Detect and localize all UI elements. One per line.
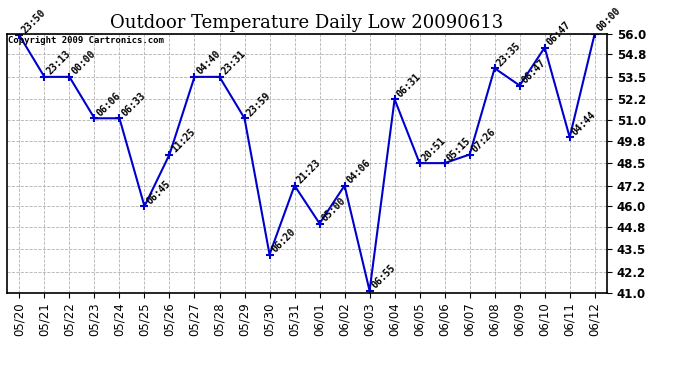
Text: 21:23: 21:23 (295, 158, 322, 186)
Text: 00:00: 00:00 (70, 49, 97, 77)
Text: Copyright 2009 Cartronics.com: Copyright 2009 Cartronics.com (8, 36, 164, 45)
Text: 23:31: 23:31 (219, 49, 247, 77)
Text: 06:55: 06:55 (370, 263, 397, 291)
Text: 11:25: 11:25 (170, 127, 197, 154)
Text: 23:13: 23:13 (44, 49, 72, 77)
Text: 05:00: 05:00 (319, 196, 347, 223)
Text: 06:47: 06:47 (520, 58, 547, 86)
Text: 20:51: 20:51 (420, 135, 447, 163)
Text: 06:31: 06:31 (395, 72, 422, 99)
Text: 06:20: 06:20 (270, 227, 297, 255)
Text: 04:40: 04:40 (195, 49, 222, 77)
Title: Outdoor Temperature Daily Low 20090613: Outdoor Temperature Daily Low 20090613 (110, 14, 504, 32)
Text: 07:26: 07:26 (470, 127, 497, 154)
Text: 23:35: 23:35 (495, 40, 522, 68)
Text: 05:15: 05:15 (444, 135, 473, 163)
Text: 06:06: 06:06 (95, 90, 122, 118)
Text: 00:00: 00:00 (595, 6, 622, 34)
Text: 23:50: 23:50 (19, 8, 47, 36)
Text: 04:44: 04:44 (570, 110, 598, 137)
Text: 06:47: 06:47 (544, 20, 573, 48)
Text: 06:33: 06:33 (119, 90, 147, 118)
Text: 23:59: 23:59 (244, 90, 273, 118)
Text: 06:45: 06:45 (144, 178, 172, 206)
Text: 04:06: 04:06 (344, 158, 373, 186)
